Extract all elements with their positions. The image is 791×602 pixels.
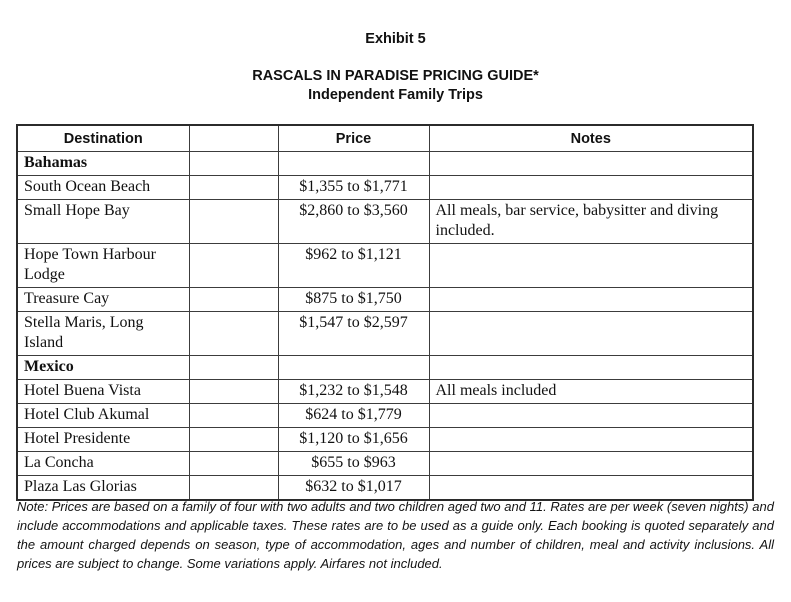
pricing-table: Destination Price Notes Bahamas South Oc… [16, 124, 754, 501]
notes-cell [428, 355, 754, 380]
notes-cell: All meals, bar service, babysitter and d… [428, 199, 754, 244]
table-row-section-mexico: Mexico [16, 355, 754, 380]
notes-cell: All meals included [428, 379, 754, 404]
table-row: Treasure Cay $875 to $1,750 [16, 287, 754, 312]
destination-cell: Bahamas [16, 151, 190, 176]
notes-cell [428, 151, 754, 176]
table-row: La Concha $655 to $963 [16, 451, 754, 476]
notes-cell [428, 403, 754, 428]
destination-cell: Hotel Presidente [16, 427, 190, 452]
destination-cell: South Ocean Beach [16, 175, 190, 200]
table-row: Hotel Club Akumal $624 to $1,779 [16, 403, 754, 428]
price-cell: $962 to $1,121 [277, 243, 430, 288]
column-header-notes: Notes [428, 124, 754, 152]
notes-cell [428, 451, 754, 476]
table-row: Hotel Buena Vista $1,232 to $1,548 All m… [16, 379, 754, 404]
exhibit-label: Exhibit 5 [365, 31, 426, 47]
table-row-section-bahamas: Bahamas [16, 151, 754, 176]
destination-cell: Stella Maris, Long Island [16, 311, 190, 356]
document-title-line1: RASCALS IN PARADISE PRICING GUIDE* [252, 68, 539, 84]
column-header-destination: Destination [16, 124, 190, 152]
destination-cell: Small Hope Bay [16, 199, 190, 244]
price-cell [277, 151, 430, 176]
destination-cell: Hotel Buena Vista [16, 379, 190, 404]
notes-cell [428, 475, 754, 501]
destination-cell: Hotel Club Akumal [16, 403, 190, 428]
blank-cell [188, 243, 279, 288]
document-title: RASCALS IN PARADISE PRICING GUIDE* Indep… [0, 67, 791, 105]
price-cell: $875 to $1,750 [277, 287, 430, 312]
footnote-text: Note: Prices are based on a family of fo… [17, 499, 774, 571]
blank-cell [188, 175, 279, 200]
destination-cell: La Concha [16, 451, 190, 476]
price-cell: $632 to $1,017 [277, 475, 430, 501]
price-cell: $1,232 to $1,548 [277, 379, 430, 404]
table-row: Small Hope Bay $2,860 to $3,560 All meal… [16, 199, 754, 244]
table-row: Plaza Las Glorias $632 to $1,017 [16, 475, 754, 501]
price-cell: $655 to $963 [277, 451, 430, 476]
price-cell [277, 355, 430, 380]
price-cell: $624 to $1,779 [277, 403, 430, 428]
price-cell: $2,860 to $3,560 [277, 199, 430, 244]
blank-cell [188, 427, 279, 452]
destination-cell: Mexico [16, 355, 190, 380]
price-cell: $1,547 to $2,597 [277, 311, 430, 356]
blank-cell [188, 199, 279, 244]
column-header-price: Price [277, 124, 430, 152]
blank-cell [188, 475, 279, 501]
notes-cell [428, 427, 754, 452]
notes-cell [428, 311, 754, 356]
notes-cell [428, 243, 754, 288]
notes-cell [428, 175, 754, 200]
blank-cell [188, 451, 279, 476]
notes-cell [428, 287, 754, 312]
blank-cell [188, 311, 279, 356]
price-cell: $1,120 to $1,656 [277, 427, 430, 452]
destination-cell: Treasure Cay [16, 287, 190, 312]
blank-cell [188, 287, 279, 312]
destination-cell: Hope Town Harbour Lodge [16, 243, 190, 288]
table-row: South Ocean Beach $1,355 to $1,771 [16, 175, 754, 200]
table-header-row: Destination Price Notes [16, 124, 754, 152]
blank-cell [188, 379, 279, 404]
price-cell: $1,355 to $1,771 [277, 175, 430, 200]
blank-cell [188, 403, 279, 428]
column-header-blank [188, 124, 279, 152]
blank-cell [188, 151, 279, 176]
table-row: Hope Town Harbour Lodge $962 to $1,121 [16, 243, 754, 288]
table-row: Stella Maris, Long Island $1,547 to $2,5… [16, 311, 754, 356]
blank-cell [188, 355, 279, 380]
destination-cell: Plaza Las Glorias [16, 475, 190, 501]
document-title-line2: Independent Family Trips [308, 87, 483, 103]
table-row: Hotel Presidente $1,120 to $1,656 [16, 427, 754, 452]
